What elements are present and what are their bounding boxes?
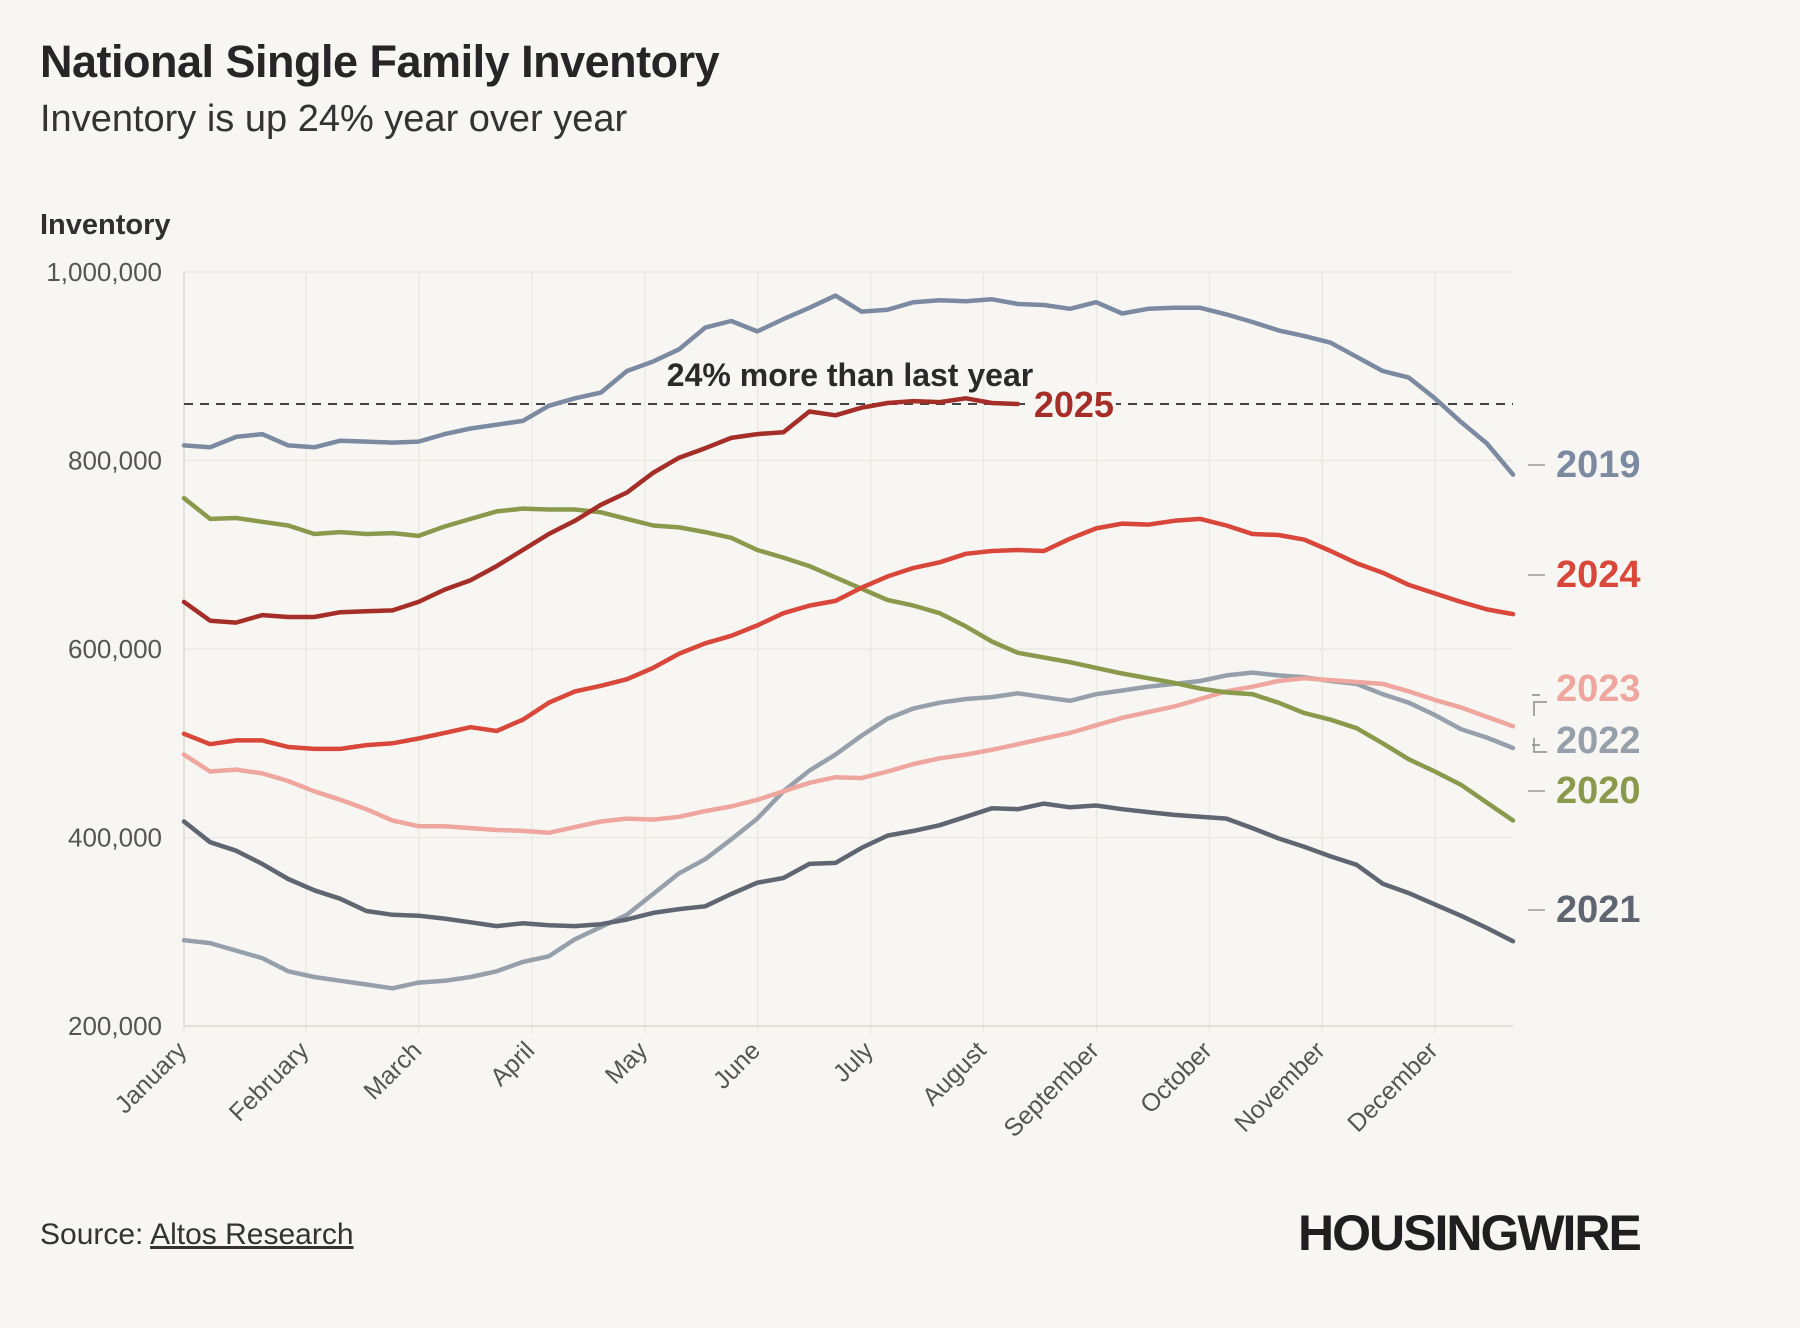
source-link[interactable]: Altos Research: [150, 1218, 354, 1251]
bracket-2023: [1533, 701, 1547, 716]
y-tick-label: 200,000: [68, 1011, 162, 1041]
x-tick-label: July: [828, 1036, 880, 1088]
series-line-2023: [181, 675, 1516, 836]
source-credit: Source: Altos Research: [40, 1218, 354, 1252]
series-label-2025: 2025: [1034, 384, 1114, 425]
x-tick-label: December: [1342, 1036, 1443, 1137]
series-label-2020: 2020: [1556, 770, 1641, 812]
x-tick-label: March: [358, 1036, 427, 1105]
series-line-2024: [181, 516, 1516, 752]
housingwire-logo: HOUSINGWIRE: [1298, 1205, 1642, 1261]
source-label: Source:: [40, 1218, 144, 1251]
y-axis-label: Inventory: [40, 209, 171, 241]
series-line-2025: [181, 396, 1021, 625]
x-tick-label: November: [1229, 1036, 1330, 1137]
x-tick-label: October: [1135, 1036, 1218, 1119]
x-tick-label: August: [917, 1036, 992, 1111]
bracket-2022: [1533, 738, 1547, 753]
series-line-2019: [181, 293, 1516, 477]
x-tick-label: May: [600, 1036, 654, 1090]
x-tick-label: June: [708, 1036, 766, 1094]
y-tick-label: 1,000,000: [46, 257, 162, 287]
series-label-2022: 2022: [1556, 720, 1641, 762]
series-label-2019: 2019: [1556, 444, 1641, 486]
y-tick-label: 400,000: [68, 823, 162, 853]
chart-title: National Single Family Inventory: [40, 36, 720, 87]
y-tick-label: 800,000: [68, 446, 162, 476]
series-line-2021: [181, 801, 1516, 944]
x-tick-label: January: [110, 1036, 193, 1119]
series-line-2022: [181, 670, 1516, 991]
chart-subtitle: Inventory is up 24% year over year: [40, 98, 628, 140]
series-label-2021: 2021: [1556, 889, 1641, 931]
x-tick-label: September: [998, 1036, 1104, 1142]
x-tick-label: April: [485, 1036, 540, 1091]
reference-line-label: 24% more than last year: [667, 357, 1033, 393]
series-line-2020: [181, 495, 1516, 823]
series-label-2023: 2023: [1556, 668, 1641, 710]
x-tick-label: February: [224, 1036, 315, 1127]
series-label-2024: 2024: [1556, 554, 1641, 596]
label-backdrop-2025: [1031, 381, 1116, 422]
y-tick-label: 600,000: [68, 634, 162, 664]
